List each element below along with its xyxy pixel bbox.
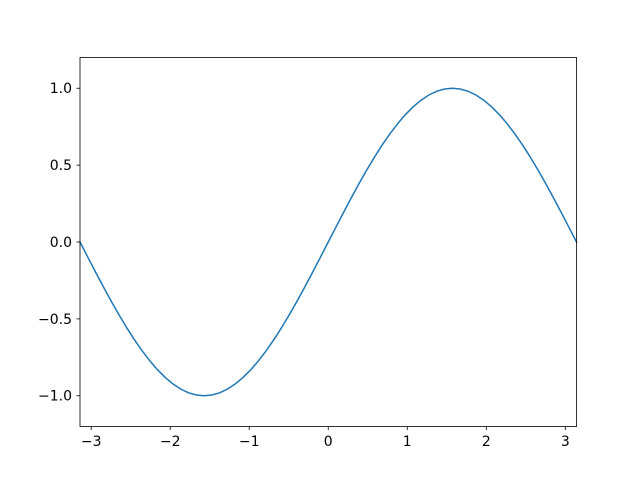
y-tick-label: −1.0 [38,389,72,405]
x-tick-label: −2 [160,434,181,450]
y-tick-label: −0.5 [38,312,72,328]
y-tick-label: 0.5 [50,158,72,174]
x-tick-label: 1 [403,434,412,450]
sine-curve [79,87,578,397]
y-tick-label: 1.0 [50,81,72,97]
x-tick-label: −1 [239,434,260,450]
x-tick-label: 2 [482,434,491,450]
x-tick-label: −3 [81,434,102,450]
y-tick-label: 0.0 [50,235,72,251]
x-tick-label: 3 [561,434,570,450]
x-tick-label: 0 [324,434,333,450]
